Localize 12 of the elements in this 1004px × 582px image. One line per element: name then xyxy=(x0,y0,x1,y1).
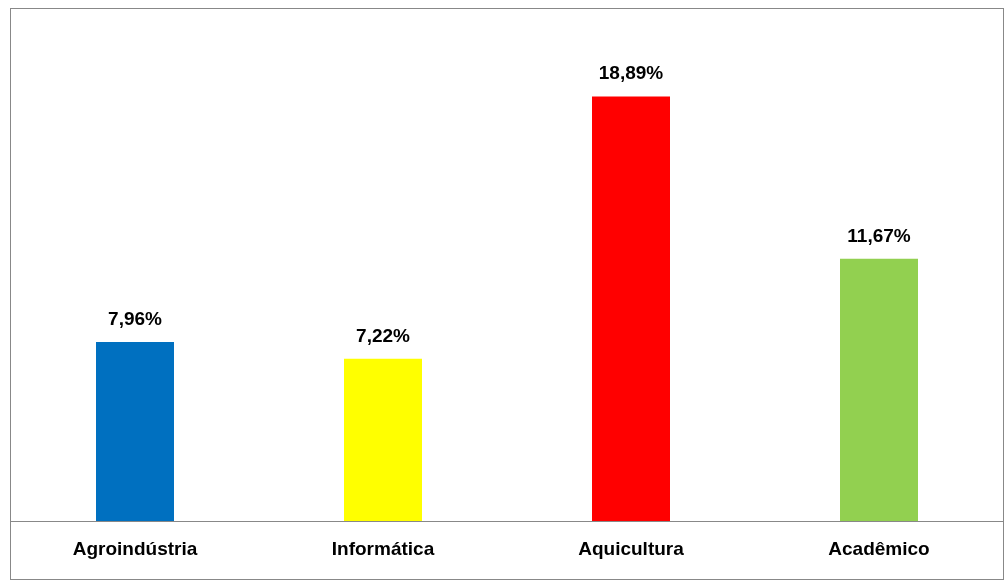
bar xyxy=(840,258,918,521)
data-label: 7,96% xyxy=(108,308,163,330)
bar xyxy=(96,342,174,521)
x-tick-label: Agroindústria xyxy=(72,538,198,559)
data-label: 11,67% xyxy=(847,224,911,246)
x-tick-label: Aquicultura xyxy=(578,538,685,559)
data-label: 7,22% xyxy=(356,324,411,346)
data-label: 18,89% xyxy=(598,62,664,84)
x-tick-label: Acadêmico xyxy=(828,538,930,559)
x-tick-label: Informática xyxy=(331,538,435,559)
bar xyxy=(344,358,422,521)
bar xyxy=(592,96,670,521)
